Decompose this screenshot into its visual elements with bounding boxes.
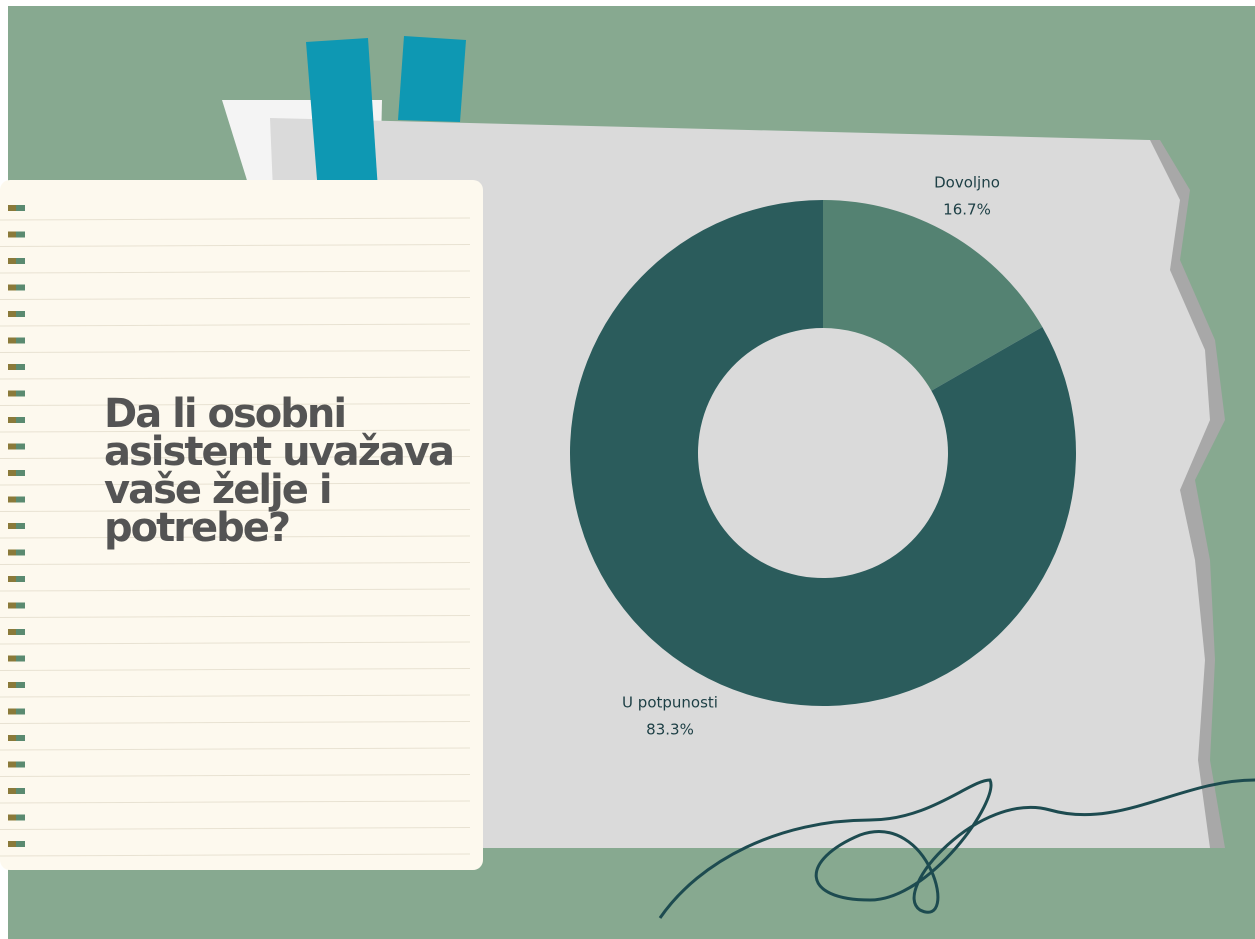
rule-line [0,403,471,406]
spiral-hole [16,602,25,609]
rule-line [0,562,471,565]
rule-line [0,244,471,247]
rule-line [0,641,471,645]
spiral-hole [16,788,25,794]
notebook [0,180,483,870]
spiral-hole [16,443,25,450]
segment-label: Dovoljno [934,174,1000,192]
rule-line [0,535,471,539]
donut: Dovoljno 16.7% U potpunosti 83.3% [570,174,1076,739]
spiral-hole [16,629,25,635]
rule-line [0,350,471,353]
rule-line [0,827,471,830]
notebook-lines [0,205,471,857]
spiral-hole [16,682,25,688]
rule-line [0,615,471,618]
rule-line [0,774,471,777]
spiral-hole [16,841,25,847]
spiral-hole [16,284,25,291]
spiral-hole [16,390,25,397]
rule-line [0,721,471,724]
spiral-hole [16,258,25,264]
spiral-hole [16,814,25,821]
rule-line [0,694,471,698]
spiral-hole [16,337,25,344]
chart-title: Da li osobni asistent uvažava vaše želje… [104,391,455,551]
spiral-hole [16,205,25,211]
rule-line [0,747,471,751]
rule-line [0,376,471,380]
value-label: 16.7% [943,201,991,219]
spiral-hole [16,311,25,317]
tape [398,36,466,122]
donut-segment [823,200,1043,391]
rule-line [0,482,471,486]
spiral-hole [16,761,25,768]
rule-line [0,668,471,671]
rule-line [0,217,471,221]
rule-line [0,429,471,433]
spiral-hole [16,364,25,370]
rule-line [0,323,471,327]
spiral-hole [16,655,25,662]
rule-line [0,297,471,300]
value-label: 83.3% [646,721,694,739]
spiral-hole [16,735,25,741]
donut-segment [570,200,1076,706]
rule-line [0,509,471,512]
spiral-hole [16,470,25,476]
rule-line [0,800,471,804]
spiral-hole [16,708,25,715]
rule-line [0,270,471,274]
rule-line [0,853,471,857]
spiral-hole [16,417,25,423]
squiggle [658,778,1255,919]
spiral-hole [16,231,25,238]
rule-line [0,456,471,459]
spiral-hole [16,576,25,582]
rule-line [0,588,471,592]
spiral-hole [16,523,25,529]
tape [306,38,378,192]
spiral-hole [16,496,25,503]
segment-label: U potpunosti [622,694,718,712]
spiral-hole [16,549,25,556]
